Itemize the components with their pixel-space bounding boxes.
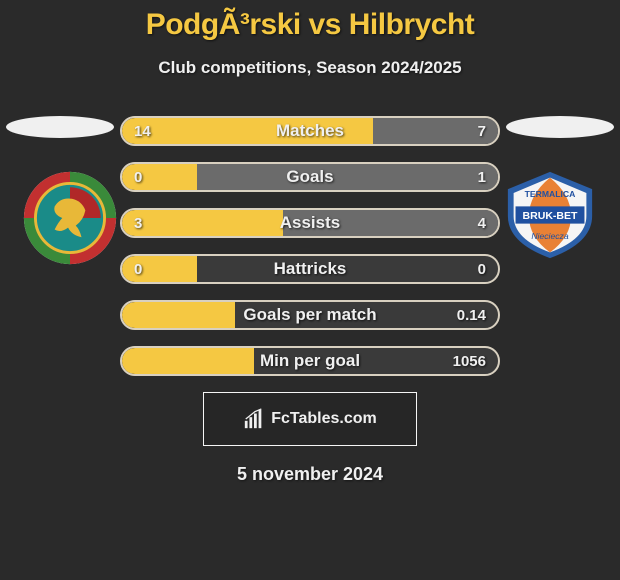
comparison-card: PodgÃ³rski vs Hilbrycht Club competition… bbox=[0, 0, 620, 485]
stat-bar-right-value: 7 bbox=[478, 116, 486, 146]
stat-bar-label: Min per goal bbox=[120, 346, 500, 376]
stat-bar-right-value: 1056 bbox=[453, 346, 486, 376]
stat-bar-label: Hattricks bbox=[120, 254, 500, 284]
left-team-badge bbox=[22, 170, 118, 271]
svg-text:Nieciecza: Nieciecza bbox=[531, 231, 569, 241]
main-area: TERMALICA BRUK-BET Nieciecza Matches147G… bbox=[0, 116, 620, 376]
stat-bar-right-value: 0 bbox=[478, 254, 486, 284]
left-ellipse-decoration bbox=[6, 116, 114, 138]
stat-bar-right-value: 4 bbox=[478, 208, 486, 238]
stat-bar-label: Goals per match bbox=[120, 300, 500, 330]
fctables-logo-icon bbox=[243, 408, 265, 430]
stat-bar-right-value: 1 bbox=[478, 162, 486, 192]
stat-bar-row: Assists3 4 bbox=[120, 208, 500, 238]
stat-bar-label: Goals bbox=[120, 162, 500, 192]
stat-bar-row: Matches14 7 bbox=[120, 116, 500, 146]
stat-bar-label: Matches bbox=[120, 116, 500, 146]
stat-bar-left-value: 3 bbox=[134, 208, 142, 238]
stat-bar-row: Goals0 1 bbox=[120, 162, 500, 192]
stat-bar-left-value: 0 bbox=[134, 162, 142, 192]
source-text: FcTables.com bbox=[271, 410, 377, 428]
stat-bar-row: Hattricks0 0 bbox=[120, 254, 500, 284]
date-line: 5 november 2024 bbox=[0, 464, 620, 485]
right-ellipse-decoration bbox=[506, 116, 614, 138]
miedz-legnica-badge-icon bbox=[22, 170, 118, 266]
stat-bar-row: Min per goal1056 bbox=[120, 346, 500, 376]
stat-bar-left-value: 0 bbox=[134, 254, 142, 284]
bruk-bet-termalica-badge-icon: TERMALICA BRUK-BET Nieciecza bbox=[502, 170, 598, 260]
page-title: PodgÃ³rski vs Hilbrycht bbox=[0, 8, 620, 42]
stat-bars: Matches147Goals01Assists34Hattricks00Goa… bbox=[120, 116, 500, 376]
stat-bar-row: Goals per match0.14 bbox=[120, 300, 500, 330]
stat-bar-left-value: 14 bbox=[134, 116, 151, 146]
svg-text:TERMALICA: TERMALICA bbox=[525, 189, 576, 199]
source-badge: FcTables.com bbox=[203, 392, 417, 446]
stat-bar-label: Assists bbox=[120, 208, 500, 238]
svg-text:BRUK-BET: BRUK-BET bbox=[523, 210, 578, 222]
stat-bar-right-value: 0.14 bbox=[457, 300, 486, 330]
right-team-badge: TERMALICA BRUK-BET Nieciecza bbox=[502, 170, 598, 265]
subtitle: Club competitions, Season 2024/2025 bbox=[0, 58, 620, 78]
